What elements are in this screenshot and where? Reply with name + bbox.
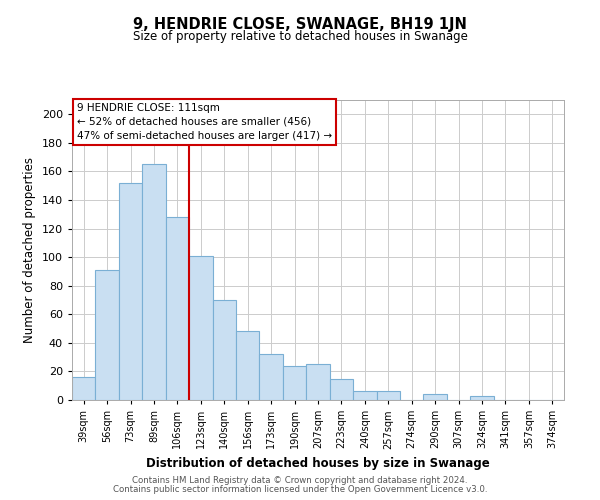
Bar: [330, 378, 353, 400]
Bar: [377, 392, 400, 400]
Bar: [95, 270, 119, 400]
Text: 9 HENDRIE CLOSE: 111sqm
← 52% of detached houses are smaller (456)
47% of semi-d: 9 HENDRIE CLOSE: 111sqm ← 52% of detache…: [77, 103, 332, 141]
Text: Contains public sector information licensed under the Open Government Licence v3: Contains public sector information licen…: [113, 485, 487, 494]
Text: Size of property relative to detached houses in Swanage: Size of property relative to detached ho…: [133, 30, 467, 43]
Bar: [119, 183, 142, 400]
Bar: [142, 164, 166, 400]
Y-axis label: Number of detached properties: Number of detached properties: [23, 157, 36, 343]
Text: 9, HENDRIE CLOSE, SWANAGE, BH19 1JN: 9, HENDRIE CLOSE, SWANAGE, BH19 1JN: [133, 18, 467, 32]
Bar: [259, 354, 283, 400]
Bar: [236, 332, 259, 400]
Bar: [470, 396, 494, 400]
X-axis label: Distribution of detached houses by size in Swanage: Distribution of detached houses by size …: [146, 457, 490, 470]
Bar: [166, 217, 189, 400]
Bar: [72, 377, 95, 400]
Bar: [189, 256, 212, 400]
Bar: [306, 364, 330, 400]
Bar: [212, 300, 236, 400]
Bar: [283, 366, 306, 400]
Bar: [424, 394, 447, 400]
Text: Contains HM Land Registry data © Crown copyright and database right 2024.: Contains HM Land Registry data © Crown c…: [132, 476, 468, 485]
Bar: [353, 392, 377, 400]
